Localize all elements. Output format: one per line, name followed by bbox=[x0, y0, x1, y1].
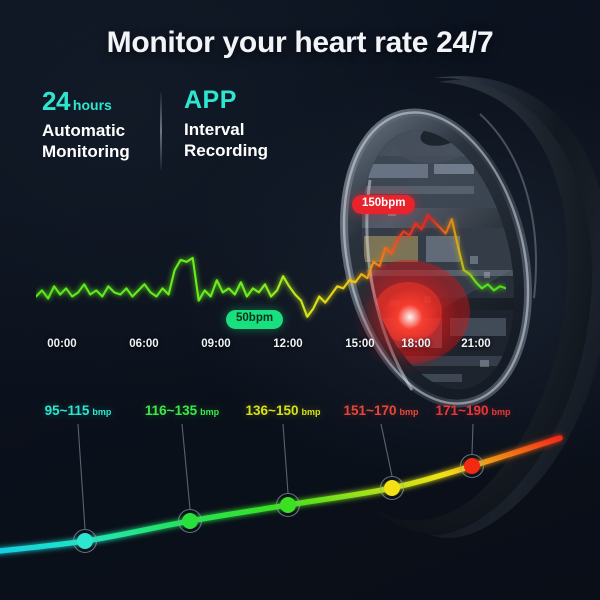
low-bpm-badge: 50bpm bbox=[226, 310, 284, 329]
heart-rate-chart: 150bpm 50bpm 00:00 06:00 09:00 12:00 15:00 18… bbox=[36, 195, 506, 356]
feature-headline: 24 hours bbox=[42, 88, 160, 114]
heart-rate-zone-scale: 95~115 bmp 116~135 bmp 136~150 bmp 151~170 bmp 1… bbox=[0, 396, 600, 596]
feature-automatic-monitoring: 24 hours Automatic Monitoring bbox=[42, 88, 160, 162]
time-tick-label: 21:00 bbox=[461, 338, 491, 350]
feature-value: APP bbox=[184, 86, 237, 114]
feature-value: 24 bbox=[42, 86, 70, 116]
time-tick-label: 12:00 bbox=[273, 338, 303, 350]
zone-unit: bmp bbox=[200, 407, 220, 417]
peak-bpm-badge: 150bpm bbox=[352, 195, 416, 214]
zone-label: 171~190 bmp bbox=[436, 404, 511, 418]
zone-curve-svg bbox=[0, 423, 563, 554]
zone-connector-line bbox=[471, 423, 474, 455]
feature-row: 24 hours Automatic Monitoring APP Interva… bbox=[42, 88, 282, 170]
page-title: Monitor your heart rate 24/7 bbox=[106, 26, 494, 59]
feature-divider bbox=[160, 92, 162, 170]
feature-line2: Monitoring bbox=[42, 141, 130, 161]
time-axis: 00:00 06:00 09:00 12:00 15:00 18:00 21:00 bbox=[36, 338, 506, 356]
zone-label: 95~115 bmp bbox=[45, 404, 112, 418]
feature-line1: Automatic bbox=[42, 121, 126, 140]
zone-connector-line bbox=[181, 423, 191, 510]
zone-unit: bmp bbox=[399, 407, 419, 417]
time-tick-label: 09:00 bbox=[201, 338, 231, 350]
zone-dot-ring bbox=[459, 453, 485, 479]
zone-dot[interactable] bbox=[464, 458, 480, 474]
zone-range: 151~170 bbox=[343, 403, 397, 418]
zone-connector-line bbox=[380, 423, 393, 477]
zone-unit: bmp bbox=[491, 407, 511, 417]
zone-dot-ring bbox=[379, 475, 405, 501]
zone-dot-ring bbox=[177, 508, 203, 534]
zone-connector-line bbox=[282, 423, 289, 494]
feature-line2: Recording bbox=[184, 140, 269, 160]
zone-range: 95~115 bbox=[44, 403, 90, 418]
zone-unit: bmp bbox=[92, 407, 112, 417]
time-tick-label: 00:00 bbox=[47, 338, 77, 350]
heart-rate-line-svg bbox=[36, 214, 506, 318]
zone-unit: bmp bbox=[301, 407, 321, 417]
zone-label: 116~135 bmp bbox=[145, 404, 219, 418]
zone-dot[interactable] bbox=[384, 480, 400, 496]
zone-dot[interactable] bbox=[77, 533, 93, 549]
time-tick-label: 15:00 bbox=[345, 338, 375, 350]
zone-dot-ring bbox=[72, 528, 98, 554]
feature-line1: Interval bbox=[184, 120, 245, 139]
feature-interval-recording: APP Interval Recording bbox=[162, 88, 282, 161]
time-tick-label: 06:00 bbox=[129, 338, 159, 350]
feature-headline: APP bbox=[184, 88, 282, 113]
time-tick-label: 18:00 bbox=[401, 338, 431, 350]
feature-unit: hours bbox=[72, 97, 112, 113]
zone-label: 151~170 bmp bbox=[344, 404, 419, 418]
zone-dot-ring bbox=[275, 492, 301, 518]
zone-range: 136~150 bbox=[245, 403, 299, 418]
zone-label: 136~150 bmp bbox=[246, 404, 321, 418]
zone-range: 116~135 bbox=[144, 403, 198, 418]
zone-dot[interactable] bbox=[182, 513, 198, 529]
zone-range: 171~190 bbox=[435, 403, 489, 418]
zone-connector-line bbox=[77, 423, 86, 530]
zone-dot[interactable] bbox=[280, 497, 296, 513]
